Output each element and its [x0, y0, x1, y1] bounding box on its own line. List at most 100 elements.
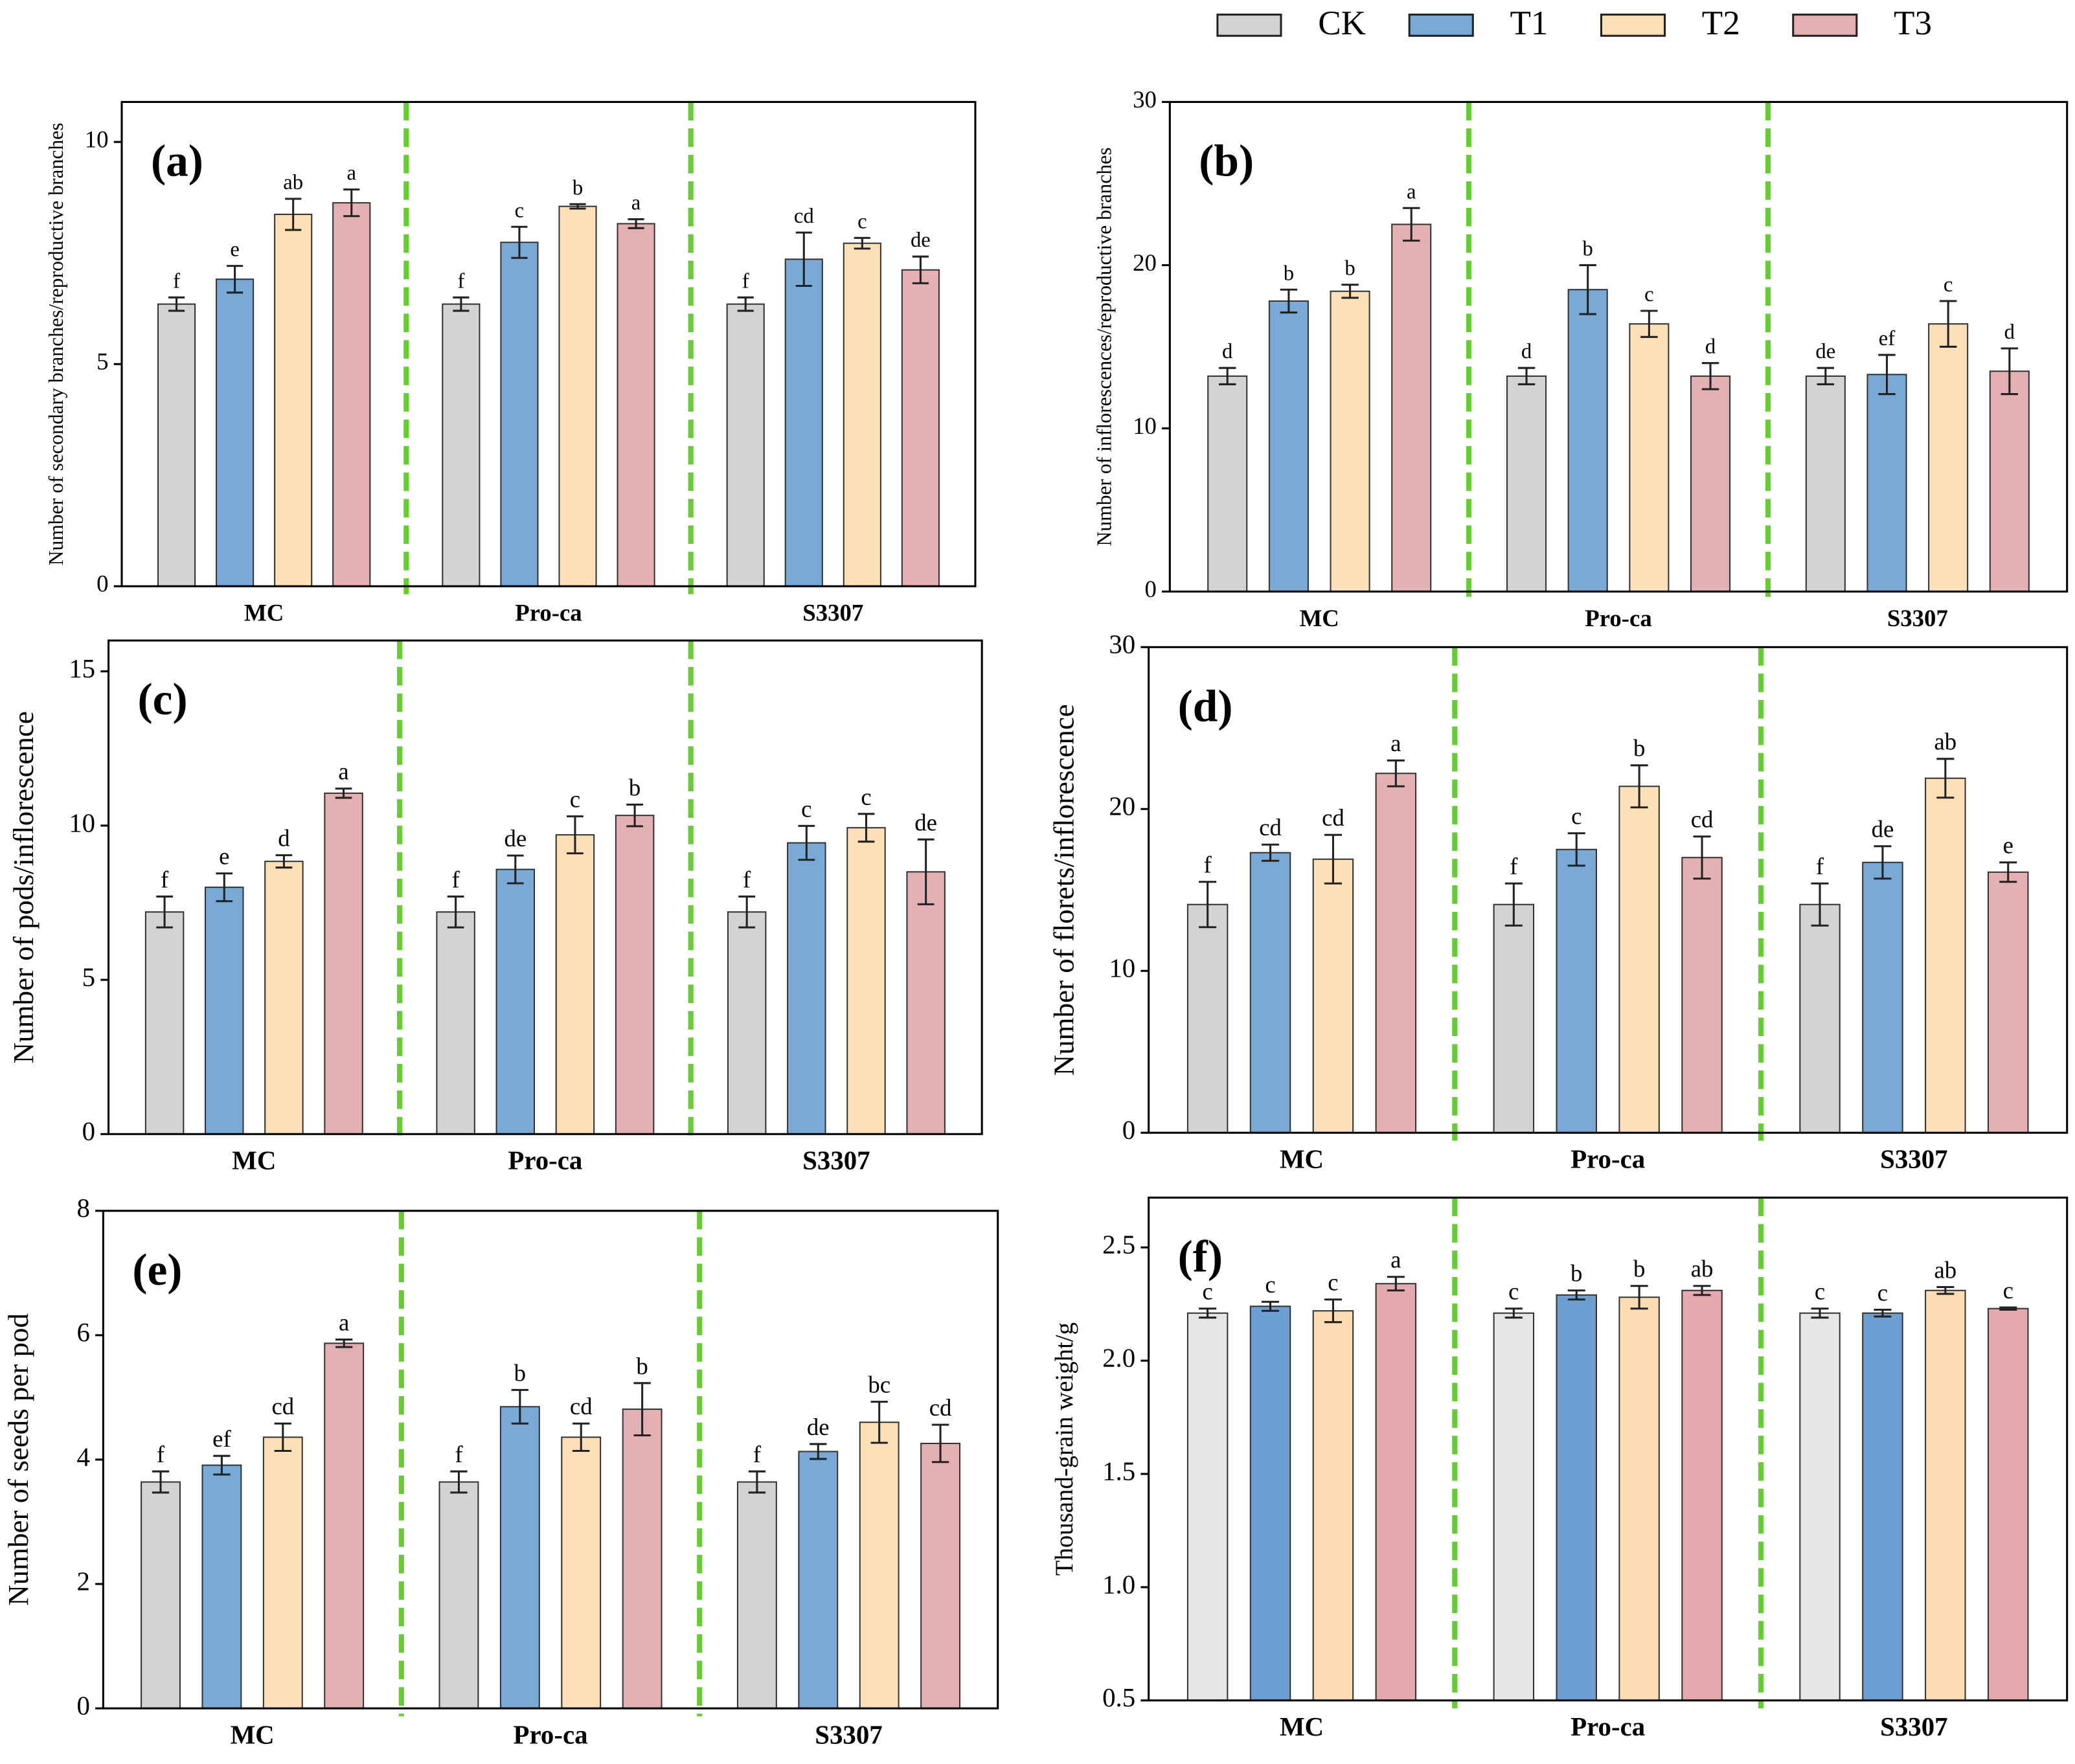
significance-letter: cd: [271, 1393, 294, 1419]
error-bar: [1262, 843, 1280, 862]
significance-letter: de: [911, 229, 931, 252]
error-bar: [1693, 1285, 1711, 1296]
bar: [1987, 1307, 2029, 1701]
bar: [843, 242, 881, 587]
error-bar: [870, 1401, 888, 1444]
y-tick-label: 10: [1109, 954, 1135, 983]
legend-label: CK: [1318, 5, 1366, 42]
error-bar: [1324, 833, 1342, 885]
bar: [1312, 858, 1354, 1134]
error-bar: [917, 838, 935, 905]
significance-letter: b: [1344, 257, 1355, 280]
significance-letter: de: [807, 1414, 830, 1440]
significance-letter: b: [573, 176, 583, 199]
error-bar: [628, 218, 644, 229]
legend-swatch: [1216, 14, 1282, 37]
significance-letter: ab: [283, 171, 303, 194]
bar: [859, 1421, 900, 1710]
significance-letter: c: [1328, 1269, 1338, 1296]
significance-letter: c: [1508, 1278, 1519, 1305]
bar: [617, 223, 655, 587]
bar: [558, 205, 597, 587]
significance-letter: e: [219, 843, 229, 870]
significance-letter: d: [2004, 321, 2015, 344]
panel-label: (f): [1178, 1232, 1223, 1282]
error-bar: [168, 296, 185, 312]
error-bar: [931, 1423, 949, 1464]
y-tick-label: 10: [1133, 413, 1157, 439]
panel-label: (b): [1199, 136, 1254, 186]
significance-letter: ab: [1934, 1256, 1956, 1283]
x-tick-label: MC: [231, 1720, 275, 1749]
bar: [1987, 871, 2029, 1134]
error-bar: [506, 854, 524, 885]
significance-letter: cd: [570, 1393, 593, 1419]
error-bar: [567, 815, 584, 855]
bar: [787, 842, 826, 1135]
significance-letter: de: [1872, 816, 1894, 842]
x-tick-label: MC: [1300, 605, 1339, 631]
bar: [906, 871, 946, 1135]
significance-letter: c: [515, 199, 525, 222]
error-bar: [335, 787, 352, 799]
bar: [622, 1408, 663, 1710]
error-bar: [335, 1339, 353, 1348]
error-bar: [1517, 367, 1536, 385]
significance-letter: a: [631, 192, 641, 215]
error-bar: [569, 203, 586, 210]
y-tick-label: 10: [85, 126, 109, 153]
y-axis-label: Number of seeds per pod: [2, 1313, 34, 1606]
error-bar: [748, 1470, 766, 1494]
significance-letter: a: [346, 162, 356, 185]
y-tick-label: 8: [77, 1193, 90, 1223]
panel-label: (e): [132, 1245, 182, 1295]
bar: [442, 303, 481, 587]
error-bar: [1567, 832, 1585, 867]
bar: [324, 792, 363, 1135]
error-bar: [1504, 1307, 1523, 1319]
error-bar: [1280, 288, 1298, 314]
significance-letter: c: [1571, 803, 1582, 830]
significance-letter: d: [1521, 340, 1532, 363]
bar: [1249, 852, 1291, 1134]
significance-letter: f: [157, 1441, 165, 1467]
x-tick-label: S3307: [1880, 1712, 1947, 1741]
significance-letter: b: [636, 1353, 648, 1379]
bar: [1681, 857, 1723, 1134]
bar: [1506, 375, 1547, 593]
significance-letter: cd: [1259, 814, 1282, 841]
error-bar: [1567, 1289, 1585, 1301]
error-bar: [1936, 758, 1955, 799]
significance-letter: c: [1202, 1278, 1212, 1305]
significance-letter: e: [2003, 832, 2013, 859]
error-bar: [1939, 300, 1957, 348]
significance-letter: f: [161, 866, 169, 892]
bar: [1330, 290, 1370, 593]
bar: [332, 202, 371, 587]
bar: [499, 1406, 540, 1710]
error-bar: [511, 225, 528, 259]
y-tick-label: 0: [96, 571, 108, 597]
plot-frame: [102, 1210, 999, 1710]
error-bar: [343, 188, 360, 218]
plot-frame: [1168, 100, 2069, 593]
bar: [1866, 374, 1907, 593]
error-bar: [152, 1470, 170, 1494]
error-bar: [216, 872, 233, 903]
bar: [264, 861, 304, 1135]
bar: [216, 278, 255, 587]
significance-letter: ef: [1879, 327, 1896, 350]
error-bar: [1324, 1298, 1342, 1324]
panel-label: (d): [1178, 681, 1233, 731]
error-bar: [1387, 1276, 1405, 1292]
bar: [798, 1451, 839, 1710]
y-axis-label: Number of inflorescences/reproductive br…: [1093, 147, 1116, 546]
error-bar: [1640, 310, 1658, 338]
significance-letter: c: [861, 784, 871, 810]
x-tick-label: S3307: [802, 600, 863, 626]
error-bar: [737, 296, 754, 312]
bar: [555, 834, 595, 1135]
x-tick-label: Pro-ca: [515, 600, 582, 626]
y-tick-label: 0.5: [1102, 1683, 1135, 1712]
x-tick-label: MC: [244, 600, 284, 626]
